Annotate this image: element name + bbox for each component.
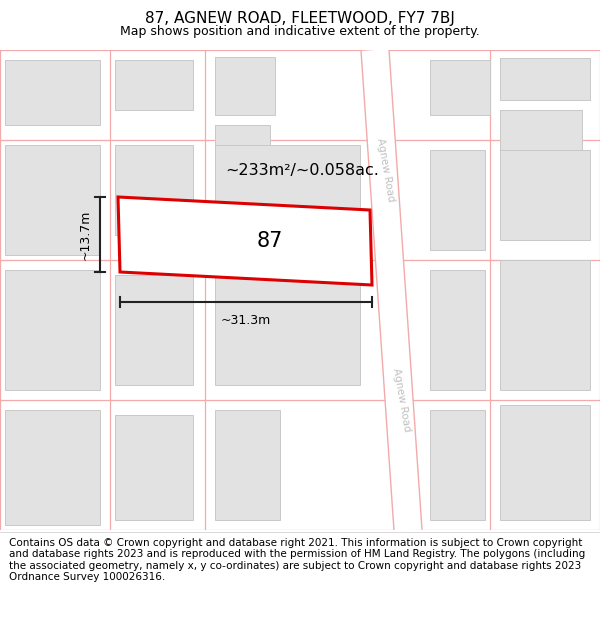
Bar — [215, 57, 275, 115]
Bar — [500, 405, 590, 520]
Text: Agnew Road: Agnew Road — [391, 368, 412, 432]
Text: Map shows position and indicative extent of the property.: Map shows position and indicative extent… — [120, 24, 480, 38]
Text: ~233m²/~0.058ac.: ~233m²/~0.058ac. — [225, 162, 379, 177]
Bar — [115, 60, 193, 110]
Bar — [430, 60, 490, 115]
Bar — [430, 270, 485, 390]
Bar — [5, 270, 100, 390]
Bar — [215, 125, 270, 160]
Bar — [500, 150, 590, 240]
Bar — [115, 275, 193, 385]
Bar — [5, 60, 100, 125]
Text: 87, AGNEW ROAD, FLEETWOOD, FY7 7BJ: 87, AGNEW ROAD, FLEETWOOD, FY7 7BJ — [145, 11, 455, 26]
Text: ~13.7m: ~13.7m — [79, 209, 92, 260]
Bar — [215, 275, 360, 385]
Bar — [430, 150, 485, 250]
Bar — [500, 110, 582, 160]
Bar — [500, 260, 590, 390]
Text: 87: 87 — [257, 231, 283, 251]
Text: Contains OS data © Crown copyright and database right 2021. This information is : Contains OS data © Crown copyright and d… — [9, 538, 585, 582]
Bar — [115, 415, 193, 520]
Polygon shape — [118, 197, 372, 285]
Text: Agnew Road: Agnew Road — [375, 138, 396, 202]
Text: ~31.3m: ~31.3m — [221, 314, 271, 327]
Bar — [215, 145, 360, 235]
Bar — [215, 410, 280, 520]
Polygon shape — [361, 49, 422, 531]
Bar — [430, 410, 485, 520]
Bar — [5, 410, 100, 525]
Bar — [5, 145, 100, 255]
Bar — [115, 145, 193, 235]
Bar — [500, 58, 590, 100]
